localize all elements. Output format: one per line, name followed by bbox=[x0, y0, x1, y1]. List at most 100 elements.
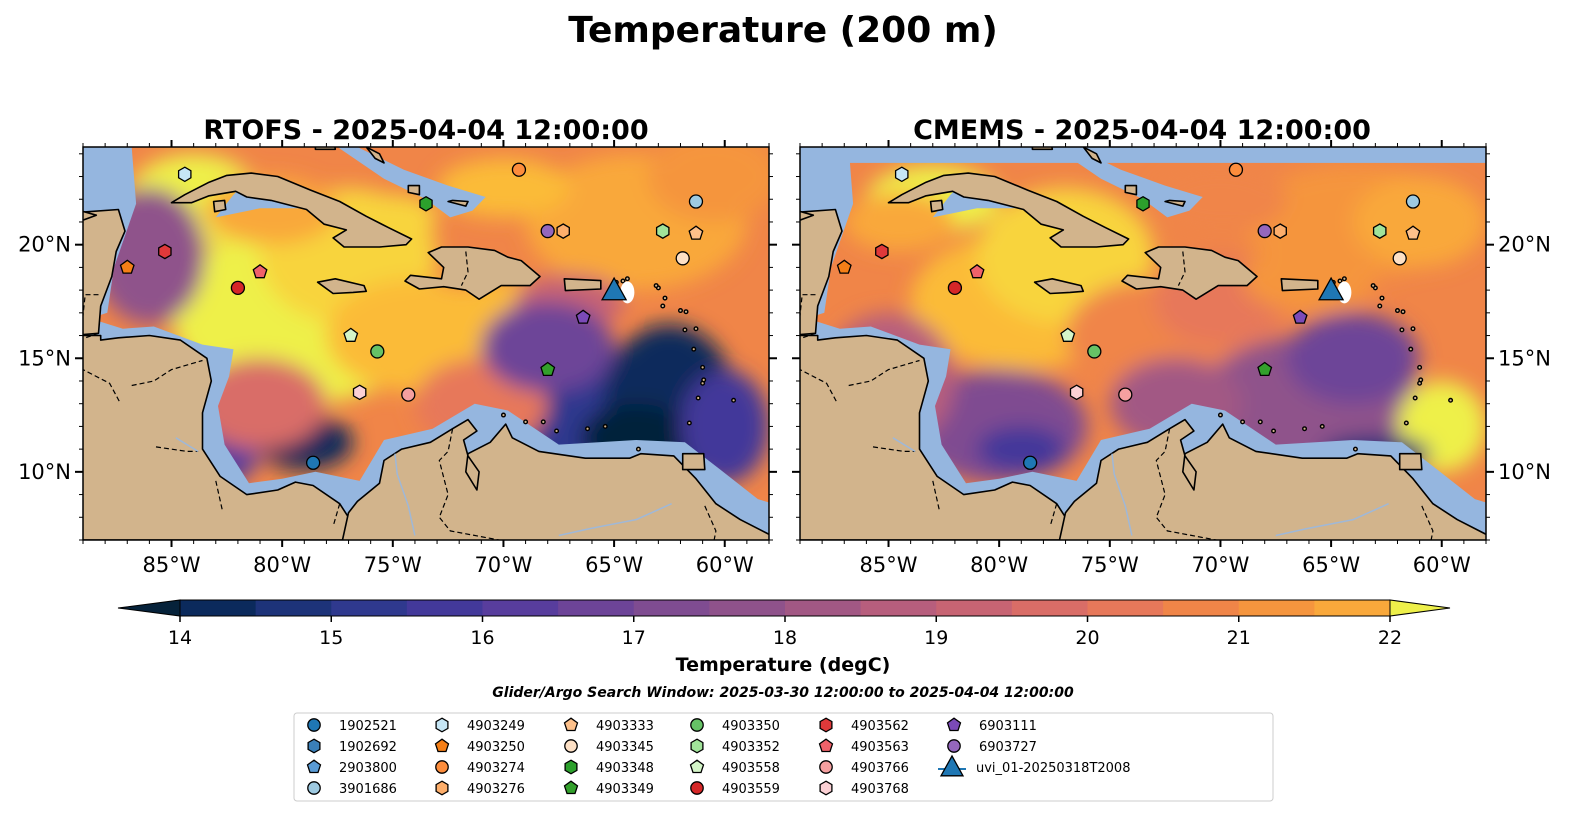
colorbar-swatch bbox=[860, 600, 937, 616]
rtofs-marker-4903274 bbox=[511, 162, 527, 177]
legend-marker-6903111 bbox=[946, 717, 962, 732]
legend-marker-4903276 bbox=[435, 780, 449, 796]
legend-label: 4903562 bbox=[851, 719, 909, 734]
rtofs-marker-uvi_01-20250318T2008 bbox=[600, 276, 628, 301]
cmems-marker-6903111 bbox=[1292, 309, 1308, 324]
rtofs-land-and-coast bbox=[83, 147, 769, 540]
legend-label: 4903276 bbox=[467, 782, 525, 797]
legend-marker-6903727 bbox=[947, 739, 961, 753]
legend-marker-uvi_01-20250318T2008 bbox=[939, 754, 965, 777]
legend: 1902521 1902692 2903800 3901686 4903249 49032… bbox=[293, 712, 1274, 802]
rtofs-field-feature bbox=[647, 147, 769, 222]
colorbar-tick-label: 21 bbox=[1227, 627, 1251, 649]
colorbar-swatch bbox=[558, 600, 635, 616]
cmems-small-island bbox=[1319, 423, 1325, 429]
rtofs-marker-4903250 bbox=[119, 259, 135, 274]
cmems-masked-north-strip bbox=[800, 147, 1486, 163]
rtofs-map-frame bbox=[82, 146, 770, 541]
cmems-marker-4903250 bbox=[836, 259, 852, 274]
cmems-river bbox=[1275, 503, 1389, 537]
cmems-small-island bbox=[1412, 395, 1418, 401]
cmems-country-border bbox=[800, 294, 816, 321]
legend-label: 4903249 bbox=[467, 719, 525, 734]
rtofs-marker-6903111 bbox=[575, 309, 591, 324]
cmems-xtick-label: 60°W bbox=[1413, 553, 1471, 577]
colorbar-swatch bbox=[709, 600, 786, 616]
rtofs-marker-4903249 bbox=[177, 166, 192, 183]
legend-marker-4903348 bbox=[564, 759, 578, 775]
rtofs-small-island bbox=[686, 420, 692, 426]
cmems-small-island bbox=[1448, 397, 1454, 403]
colorbar-extend-low bbox=[117, 599, 181, 617]
colorbar-swatch bbox=[406, 600, 483, 616]
cmems-small-island bbox=[1240, 419, 1246, 425]
legend-label: 4903345 bbox=[596, 740, 654, 755]
cmems-marker-4903348 bbox=[1136, 195, 1150, 212]
rtofs-country-border bbox=[155, 446, 199, 452]
cmems-map-frame bbox=[799, 146, 1487, 541]
colorbar-swatch bbox=[936, 600, 1013, 616]
cmems-small-island bbox=[1257, 419, 1263, 425]
legend-marker-4903350 bbox=[690, 718, 704, 732]
rtofs-country-border bbox=[83, 294, 99, 321]
cmems-ytick-label: 20°N bbox=[1498, 233, 1551, 257]
legend-label: 4903766 bbox=[851, 761, 909, 776]
cmems-xtick-label: 65°W bbox=[1302, 553, 1360, 577]
rtofs-xtick-label: 70°W bbox=[474, 553, 532, 577]
rtofs-marker-3901686 bbox=[688, 194, 704, 209]
rtofs-land-isleYouth bbox=[212, 199, 227, 213]
rtofs-marker-4903562 bbox=[158, 243, 172, 260]
rtofs-small-island bbox=[677, 308, 683, 314]
legend-label: uvi_01-20250318T2008 bbox=[976, 761, 1130, 776]
legend-marker-1902692 bbox=[307, 738, 321, 754]
rtofs-land-puertoRico bbox=[563, 277, 602, 292]
colorbar-tick-label: 16 bbox=[470, 627, 494, 649]
colorbar-tick-label: 14 bbox=[168, 627, 192, 649]
rtofs-small-island bbox=[540, 419, 546, 425]
cmems-marker-4903274 bbox=[1228, 162, 1244, 177]
cmems-marker-4903333 bbox=[1405, 225, 1421, 240]
rtofs-country-border bbox=[83, 332, 122, 404]
rtofs-small-island bbox=[602, 423, 608, 429]
rtofs-small-island bbox=[682, 327, 688, 333]
rtofs-small-island bbox=[701, 377, 707, 383]
cmems-field-feature bbox=[1286, 312, 1420, 404]
legend-marker-4903349 bbox=[563, 780, 579, 795]
rtofs-small-island bbox=[653, 283, 659, 289]
colorbar-swatch bbox=[331, 600, 408, 616]
cmems-small-island bbox=[1337, 278, 1343, 284]
cmems-land-isleYouth bbox=[929, 199, 944, 213]
cmems-marker-6903727 bbox=[1257, 223, 1272, 239]
rtofs-land-bahamas3 bbox=[407, 184, 421, 196]
legend-label: 4903348 bbox=[596, 761, 654, 776]
rtofs-river bbox=[175, 437, 199, 453]
rtofs-small-island bbox=[662, 295, 668, 301]
legend-label: 2903800 bbox=[339, 761, 397, 776]
rtofs-land-southAmerica bbox=[341, 418, 769, 540]
rtofs-small-island bbox=[624, 276, 630, 282]
cmems-land-cuba bbox=[887, 172, 1130, 248]
rtofs-marker-4903345 bbox=[675, 251, 690, 266]
cmems-marker-4903352 bbox=[1372, 223, 1387, 239]
legend-items: 1902521 1902692 2903800 3901686 4903249 49032… bbox=[306, 717, 1130, 797]
legend-marker-4903562 bbox=[819, 717, 833, 733]
rtofs-marker-4903559 bbox=[230, 280, 246, 295]
cmems-marker-3901686 bbox=[1405, 194, 1421, 209]
cmems-land-bahamas3 bbox=[1124, 184, 1138, 196]
rtofs-small-island bbox=[500, 412, 506, 418]
rtofs-marker-4903276 bbox=[556, 223, 570, 239]
colorbar-label: Temperature (degC) bbox=[676, 654, 891, 676]
rtofs-marker-4903558 bbox=[343, 327, 359, 342]
cmems-small-island bbox=[1341, 276, 1347, 282]
rtofs-marker-6903727 bbox=[540, 223, 555, 239]
cmems-small-island bbox=[1400, 309, 1406, 315]
cmems-river bbox=[892, 437, 916, 453]
cmems-xtick-label: 75°W bbox=[1081, 553, 1139, 577]
cmems-xtick-label: 80°W bbox=[970, 553, 1028, 577]
rtofs-land-cuba bbox=[170, 172, 413, 248]
cmems-land-hispaniola bbox=[1121, 246, 1258, 301]
legend-marker-3901686 bbox=[307, 781, 321, 795]
cmems-small-island bbox=[1302, 426, 1308, 432]
colorbar-swatch bbox=[1087, 600, 1164, 616]
colorbar-swatch bbox=[180, 600, 257, 616]
